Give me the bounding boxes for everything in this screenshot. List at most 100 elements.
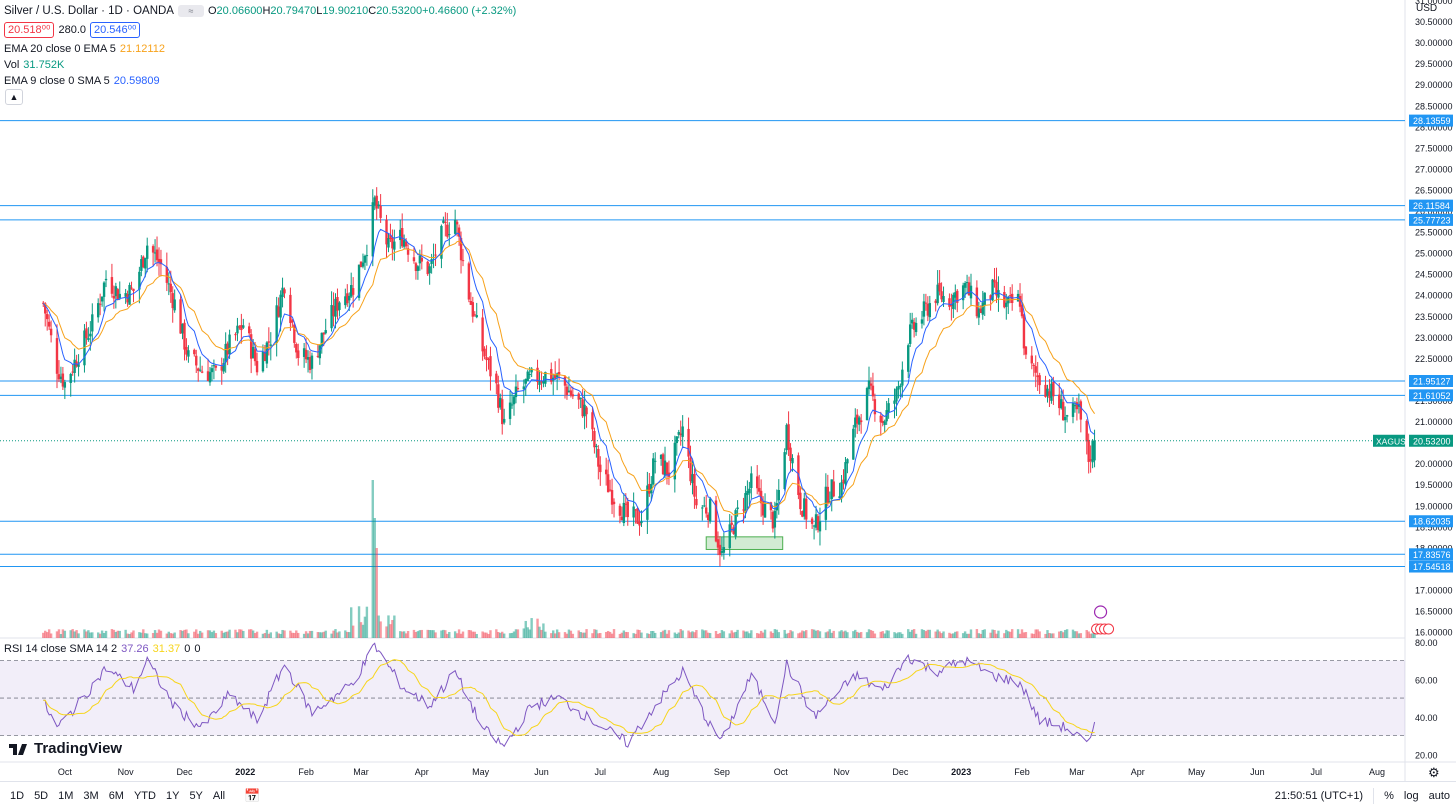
volume-bar: [220, 630, 223, 638]
indicator-row[interactable]: EMA 9 close 0 SMA 5 20.59809: [4, 73, 165, 89]
volume-bar: [430, 630, 433, 638]
candle-body: [757, 487, 761, 492]
volume-bar: [1087, 631, 1090, 638]
currency-label[interactable]: USD: [1416, 3, 1438, 14]
volume-bar: [791, 631, 794, 638]
volume-bar: [828, 629, 831, 638]
volume-bar: [414, 632, 418, 638]
candle-body: [45, 314, 49, 320]
range-button-ytd[interactable]: YTD: [133, 789, 156, 802]
indicator-row[interactable]: EMA 20 close 0 EMA 5 21.12112: [4, 41, 165, 57]
collapse-legend-icon[interactable]: ▲: [5, 89, 23, 105]
calendar-icon[interactable]: 📅: [244, 787, 261, 803]
candle-body: [801, 511, 804, 517]
volume-bar: [112, 629, 116, 638]
candle-body: [791, 457, 794, 464]
volume-bar: [63, 630, 67, 638]
volume-bar: [442, 629, 445, 638]
candle-body: [912, 322, 916, 330]
volume-bar: [581, 632, 584, 638]
log-toggle[interactable]: log: [1403, 789, 1419, 802]
candle-body: [508, 402, 512, 419]
auto-toggle[interactable]: auto: [1428, 789, 1450, 802]
candle-body: [818, 521, 822, 532]
volume-bar: [883, 633, 886, 638]
volume-bar: [652, 630, 655, 638]
range-button-5d[interactable]: 5D: [34, 789, 49, 802]
candle-body: [1038, 375, 1041, 386]
sell-button[interactable]: 20.518⁰⁰: [4, 22, 55, 38]
symbol-title[interactable]: Silver / U.S. Dollar · 1D · OANDA: [4, 5, 174, 17]
candle-body: [461, 260, 465, 262]
rsi-extra-1: 0: [184, 643, 191, 655]
range-button-3m[interactable]: 3M: [83, 789, 99, 802]
range-button-1y[interactable]: 1Y: [165, 789, 180, 802]
candle-body: [622, 502, 626, 524]
horizontal-level-label: 17.54518: [1413, 562, 1451, 572]
candle-body: [1046, 388, 1049, 396]
volume-bar: [228, 629, 231, 638]
chart-area[interactable]: 31.00000 30.50000 30.00000 29.50000 29.00000…: [0, 0, 1456, 781]
volume-bar: [404, 633, 408, 638]
volume-bar: [622, 630, 626, 638]
bottom-toolbar: 1D 5D 1M 3M 6M YTD 1Y 5Y All 📅 21:50:51 (UTC+1) …: [0, 781, 1456, 809]
candle-body: [371, 202, 374, 257]
volume-bar: [689, 632, 692, 638]
volume-bar: [512, 631, 516, 638]
time-tick-label: May: [472, 767, 490, 777]
gear-icon[interactable]: ⚙: [1428, 765, 1440, 780]
candle-body: [316, 355, 320, 357]
volume-bar: [240, 629, 243, 638]
volume-bar: [114, 631, 118, 638]
candle-body: [1089, 459, 1092, 461]
volume-bar: [728, 633, 731, 638]
candle-body: [730, 522, 733, 525]
volume-bar: [604, 631, 608, 638]
volume-bar: [57, 629, 61, 638]
horizontal-level-label: 17.83576: [1413, 550, 1451, 560]
candle-body: [116, 289, 119, 301]
candle-body: [91, 314, 94, 332]
volume-bar: [661, 630, 665, 638]
volume-bar: [263, 633, 267, 638]
candle-body: [212, 365, 216, 367]
volume-bar: [789, 630, 792, 638]
range-button-6m[interactable]: 6M: [108, 789, 124, 802]
tradingview-logo[interactable]: TradingView: [8, 740, 122, 757]
candle-body: [497, 384, 500, 408]
candle-body: [720, 551, 724, 553]
volume-bar: [673, 632, 677, 638]
indicator-row[interactable]: Vol 31.752K: [4, 57, 165, 73]
time-tick-label: May: [1188, 767, 1206, 777]
volume-bar: [173, 632, 176, 638]
volume-bar: [591, 633, 594, 638]
time-tick-label: 2022: [235, 767, 255, 777]
volume-bar: [42, 632, 45, 638]
candle-body: [887, 403, 890, 413]
clock-readout[interactable]: 21:50:51 (UTC+1): [1274, 789, 1364, 802]
volume-bar: [171, 633, 174, 638]
candle-body: [832, 481, 835, 497]
volume-bar: [69, 630, 72, 638]
percent-toggle[interactable]: %: [1384, 789, 1394, 802]
volume-bar: [210, 632, 214, 638]
candle-body: [675, 436, 678, 444]
candle-body: [236, 325, 239, 334]
volume-bar: [471, 631, 475, 638]
compare-icon[interactable]: ≈: [177, 5, 204, 17]
range-button-1d[interactable]: 1D: [10, 789, 25, 802]
time-tick-label: Apr: [415, 767, 429, 777]
candle-body: [334, 298, 337, 317]
volume-bar: [912, 629, 916, 638]
range-button-all[interactable]: All: [212, 789, 226, 802]
range-button-1m[interactable]: 1M: [58, 789, 74, 802]
candle-body: [536, 367, 539, 383]
candle-body: [61, 373, 65, 387]
volume-bar: [961, 633, 965, 638]
candle-body: [701, 507, 704, 509]
volume-bar: [967, 633, 971, 638]
buy-button[interactable]: 20.546⁰⁰: [90, 22, 141, 38]
range-button-5y[interactable]: 5Y: [189, 789, 203, 802]
candle-body: [159, 259, 163, 265]
candle-body: [789, 447, 792, 461]
